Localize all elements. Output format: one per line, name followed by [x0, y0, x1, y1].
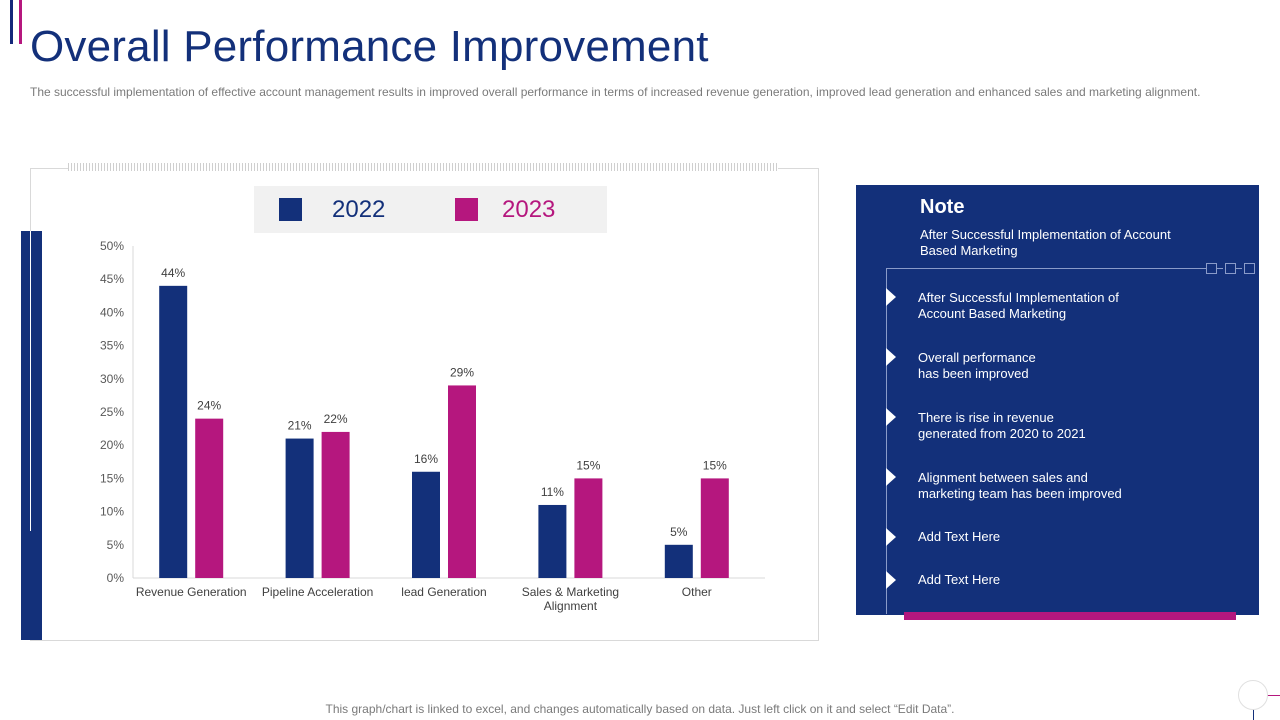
y-tick-label: 20%	[100, 438, 124, 452]
arrow-right-icon	[886, 528, 896, 546]
bar-2022-1	[285, 438, 314, 578]
data-label: 21%	[288, 419, 312, 433]
data-label: 29%	[450, 365, 474, 379]
page-title: Overall Performance Improvement	[30, 22, 709, 71]
note-item-text: Alignment between sales and marketing te…	[918, 470, 1122, 501]
left-accent-block	[21, 231, 42, 640]
data-label: 24%	[197, 399, 221, 413]
data-label: 15%	[703, 458, 727, 472]
y-tick-label: 45%	[100, 272, 124, 286]
footer-note: This graph/chart is linked to excel, and…	[325, 702, 955, 716]
arrow-right-icon	[886, 571, 896, 589]
note-title: Note	[920, 196, 965, 218]
note-square-decoration	[1244, 263, 1255, 274]
note-border-top	[886, 268, 1206, 269]
data-label: 16%	[414, 452, 438, 466]
data-label: 5%	[670, 525, 688, 539]
y-tick-label: 5%	[107, 538, 125, 552]
data-label: 11%	[541, 485, 564, 499]
arrow-right-icon	[886, 468, 896, 486]
chart-hatch-decoration	[68, 163, 778, 171]
x-tick-label: Revenue Generation	[136, 585, 247, 599]
x-tick-label: Other	[682, 585, 712, 599]
note-item-text: Add Text Here	[918, 572, 1001, 587]
x-tick-label: Alignment	[544, 599, 598, 613]
bar-2022-0	[159, 285, 188, 578]
note-item-text: There is rise in revenue generated from …	[918, 410, 1086, 441]
bar-2023-3	[574, 478, 603, 578]
legend-swatch-2022	[279, 198, 302, 221]
page-subtitle: The successful implementation of effecti…	[30, 85, 1201, 99]
bar-2023-1	[321, 431, 350, 578]
y-tick-label: 50%	[100, 239, 124, 253]
y-tick-label: 25%	[100, 405, 124, 419]
y-tick-label: 0%	[107, 571, 125, 585]
accent-bar-magenta	[19, 0, 22, 44]
arrow-right-icon	[886, 348, 896, 366]
data-label: 15%	[576, 458, 600, 472]
y-tick-label: 15%	[100, 471, 124, 485]
bar-2023-2	[448, 385, 476, 578]
bar-2023-4	[700, 478, 729, 578]
note-square-link	[1217, 268, 1223, 269]
note-item-text: Overall performance has been improved	[918, 350, 1036, 381]
arrow-right-icon	[886, 408, 896, 426]
note-square-decoration	[1225, 263, 1236, 274]
legend-label-2022: 2022	[332, 196, 386, 223]
arrow-right-icon	[886, 288, 896, 306]
note-underbar	[904, 612, 1236, 620]
corner-circle-decoration	[1238, 680, 1268, 710]
data-label: 22%	[324, 412, 348, 426]
y-tick-label: 10%	[100, 505, 124, 519]
y-tick-label: 30%	[100, 372, 124, 386]
note-square-decoration	[1206, 263, 1217, 274]
x-tick-label: Sales & Marketing	[522, 585, 619, 599]
x-tick-label: Pipeline Acceleration	[262, 585, 373, 599]
left-accent-line	[30, 231, 31, 531]
note-border-left	[886, 268, 887, 614]
bar-2022-2	[412, 471, 440, 578]
bar-2023-0	[195, 418, 224, 578]
x-tick-label: lead Generation	[401, 585, 486, 599]
note-item-text: Add Text Here	[918, 529, 1001, 544]
note-square-link	[1236, 268, 1242, 269]
legend-swatch-2023	[455, 198, 478, 221]
chart-legend: 2022 2023	[254, 186, 607, 233]
y-tick-label: 40%	[100, 305, 124, 319]
bar-2022-4	[664, 544, 693, 578]
bar-2022-3	[538, 504, 567, 578]
legend-label-2023: 2023	[502, 196, 556, 223]
data-label: 44%	[161, 266, 185, 280]
y-tick-label: 35%	[100, 339, 124, 353]
note-panel	[856, 185, 1259, 615]
note-item-text: After Successful Implementation of Accou…	[918, 290, 1119, 321]
note-subtitle: After Successful Implementation of Accou…	[920, 227, 1171, 258]
accent-bar-navy	[10, 0, 13, 44]
